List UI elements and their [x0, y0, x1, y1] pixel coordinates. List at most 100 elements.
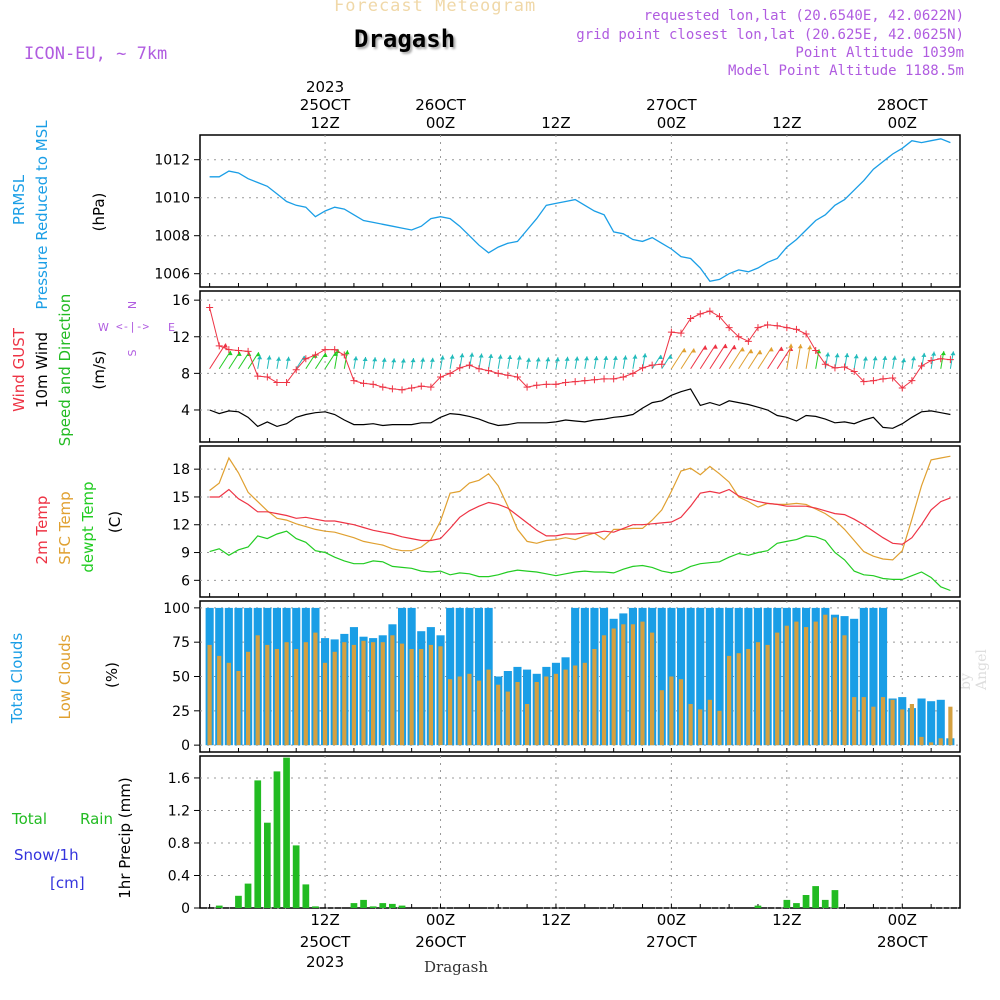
- low-cloud-bar: [755, 642, 761, 746]
- wind-arrow-head: [739, 347, 745, 352]
- gust-point: [283, 379, 291, 387]
- wind-arrow-head: [439, 355, 445, 360]
- rain-bar: [350, 903, 358, 908]
- gust-point: [610, 375, 618, 383]
- low-cloud-bar: [476, 680, 482, 746]
- gust-point: [619, 373, 627, 381]
- wind-arrow-head: [642, 353, 648, 358]
- low-cloud-bar: [361, 640, 366, 746]
- wind-arrow-head: [757, 350, 763, 355]
- wind-arrow-head: [788, 343, 794, 348]
- gust-point: [485, 367, 493, 375]
- wind-arrow-head: [469, 352, 475, 357]
- top-hour-label: 12Z: [772, 114, 801, 132]
- gust-point: [908, 377, 916, 385]
- top-date-label: 27OCT: [646, 96, 697, 114]
- gust-point: [783, 324, 791, 332]
- low-cloud-bar: [573, 665, 578, 746]
- low-cloud-bar: [255, 635, 260, 746]
- gust-point: [773, 322, 781, 330]
- low-cloud-bar: [727, 655, 732, 746]
- gust-point: [408, 384, 416, 392]
- top-hour-label: 00Z: [657, 114, 686, 132]
- grid-point-coords: grid point closest lon,lat (20.625E, 42.…: [576, 27, 964, 43]
- low-cloud-bar: [284, 642, 289, 746]
- location-title: Dragash: [354, 25, 456, 53]
- compass-s: S: [126, 349, 139, 356]
- low-cloud-bar: [659, 690, 664, 746]
- wind-arrow-head: [797, 344, 803, 349]
- low-cloud-bar: [592, 649, 597, 746]
- gust-point: [311, 351, 319, 359]
- gust-point: [889, 374, 897, 382]
- wind-arrow-head: [535, 357, 541, 362]
- gust-point: [696, 310, 704, 318]
- gust-point: [667, 328, 675, 336]
- low-cloud-bar: [525, 704, 530, 746]
- rain-bar: [812, 886, 819, 908]
- rain-bar: [273, 771, 281, 908]
- wind-arrow-head: [940, 351, 946, 356]
- low-cloud-bar: [553, 673, 558, 746]
- top-hour-label: 12Z: [541, 114, 570, 132]
- gust-point: [350, 377, 358, 385]
- low-cloud-bar: [342, 642, 347, 746]
- ytick-label-precip: 0: [181, 901, 190, 917]
- gust-point: [898, 384, 906, 392]
- ytick-label-wind: 4: [181, 403, 190, 419]
- low-cloud-bar: [534, 682, 539, 746]
- gust-point: [254, 372, 262, 380]
- wind-arrow-head: [862, 356, 868, 361]
- low-cloud-bar: [390, 635, 395, 746]
- wind-arrow-head: [612, 355, 618, 360]
- total-cloud-bar: [705, 607, 714, 746]
- label-speed-direction: Speed and Direction: [56, 294, 74, 447]
- wind-arrow-head: [322, 353, 328, 357]
- low-cloud-bar: [832, 617, 837, 746]
- label-wind-gust: Wind GUST: [10, 327, 28, 412]
- low-cloud-bar: [650, 632, 655, 746]
- ytick-label-temperature: 9: [181, 546, 190, 562]
- rain-bar: [821, 899, 829, 908]
- low-cloud-bar: [717, 710, 722, 746]
- total-cloud-bar: [715, 607, 724, 746]
- bottom-date-label: 27OCT: [646, 933, 697, 951]
- low-cloud-bar: [909, 704, 914, 746]
- gust-point: [841, 363, 849, 371]
- gust-point: [600, 375, 608, 383]
- compass-arrows: <-|->: [116, 320, 149, 333]
- gust-point: [918, 362, 926, 370]
- label-low-clouds: Low Clouds: [56, 634, 74, 719]
- gust-point: [802, 330, 810, 338]
- gust-point: [215, 342, 223, 350]
- low-cloud-bar: [246, 651, 251, 746]
- low-cloud-bar: [640, 621, 645, 746]
- wind-arrow-head: [691, 348, 696, 353]
- point-altitude: Point Altitude 1039m: [795, 45, 964, 61]
- bottom-hour-label: 00Z: [426, 911, 455, 929]
- bottom-hour-label: 12Z: [541, 911, 570, 929]
- gust-point: [321, 346, 329, 354]
- label-ms: (m/s): [90, 350, 108, 389]
- wind-arrow-head: [748, 349, 754, 354]
- wind-arrow-head: [353, 356, 359, 361]
- ytick-label-wind: 8: [181, 366, 190, 382]
- total-cloud-bar: [869, 607, 878, 746]
- sfc-temp-series-line: [209, 455, 951, 561]
- low-cloud-bar: [274, 649, 279, 746]
- gust-point: [677, 329, 685, 337]
- low-cloud-bar: [448, 679, 453, 746]
- ytick-label-pressure: 1006: [154, 267, 190, 283]
- t2m-series-line: [209, 488, 951, 545]
- bottom-year-label: 2023: [306, 953, 344, 971]
- gust-point: [340, 351, 348, 359]
- ytick-label-temperature: 15: [172, 490, 190, 506]
- gust-point: [706, 307, 714, 315]
- gust-point: [398, 386, 406, 394]
- label-percent: (%): [103, 662, 121, 688]
- gust-point: [542, 380, 550, 388]
- gust-point: [504, 371, 512, 379]
- wind-arrow-head: [807, 345, 813, 350]
- ytick-label-temperature: 12: [172, 518, 190, 534]
